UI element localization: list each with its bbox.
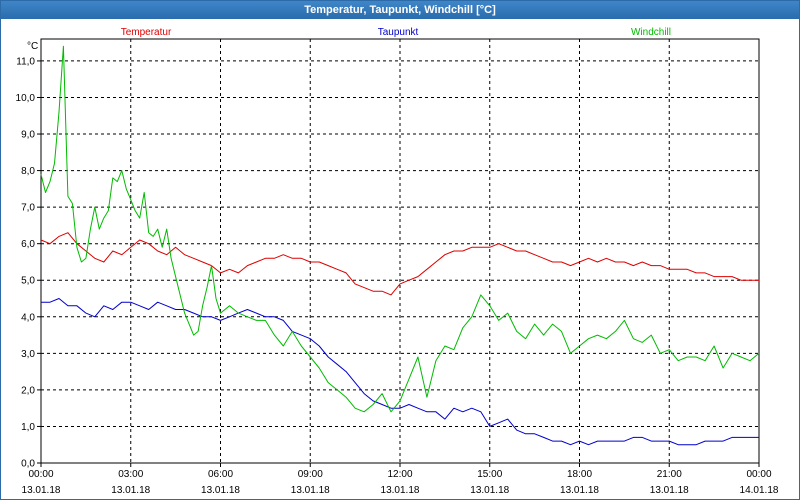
x-tick-time-label: 18:00: [567, 469, 592, 480]
legend: Temperatur Taupunkt Windchill: [121, 27, 671, 38]
x-tick-date-label: 13.01.18: [291, 485, 330, 496]
y-tick-label: 4,0: [21, 312, 35, 323]
y-tick-label: 2,0: [21, 385, 35, 396]
y-tick-label: 10,0: [16, 93, 36, 104]
series-lines: [40, 45, 760, 446]
legend-item-temperatur: Temperatur: [121, 27, 172, 38]
x-tick-date-label: 13.01.18: [560, 485, 599, 496]
x-tick-date-label: 14.01.18: [740, 485, 779, 496]
y-tick-label: 5,0: [21, 276, 35, 287]
x-tick-date-label: 13.01.18: [381, 485, 420, 496]
x-tick-time-label: 15:00: [477, 469, 502, 480]
x-tick-time-label: 00:00: [28, 469, 53, 480]
x-tick-time-label: 00:00: [746, 469, 771, 480]
x-tick-time-label: 12:00: [387, 469, 412, 480]
legend-item-taupunkt: Taupunkt: [378, 27, 419, 38]
x-tick-time-label: 03:00: [118, 469, 143, 480]
y-tick-label: 1,0: [21, 422, 35, 433]
x-tick-date-label: 13.01.18: [650, 485, 689, 496]
y-tick-label: 9,0: [21, 130, 35, 141]
series-line-windchill: [40, 45, 760, 413]
y-tick-label: 6,0: [21, 239, 35, 250]
x-tick-time-label: 06:00: [208, 469, 233, 480]
series-line-temperatur: [40, 232, 759, 296]
axes: 00:00 13.01.18 03:00 13.01.18 06:00 13.01.18 0…: [16, 56, 779, 496]
x-tick-date-label: 13.01.18: [470, 485, 509, 496]
legend-item-windchill: Windchill: [631, 27, 671, 38]
series-line-taupunkt: [41, 298, 759, 446]
x-tick-date-label: 13.01.18: [201, 485, 240, 496]
x-tick-date-label: 13.01.18: [22, 485, 61, 496]
y-tick-label: 7,0: [21, 203, 35, 214]
window-title: Temperatur, Taupunkt, Windchill [°C]: [1, 1, 799, 19]
x-tick-date-label: 13.01.18: [111, 485, 150, 496]
y-tick-label: 11,0: [16, 56, 35, 67]
y-tick-label: 3,0: [21, 349, 35, 360]
y-tick-label: 0,0: [21, 459, 35, 470]
y-axis-unit-label: °C: [27, 41, 38, 52]
y-tick-label: 8,0: [21, 166, 35, 177]
x-tick-time-label: 21:00: [657, 469, 682, 480]
x-tick-time-label: 09:00: [298, 469, 323, 480]
grid: [40, 38, 760, 464]
